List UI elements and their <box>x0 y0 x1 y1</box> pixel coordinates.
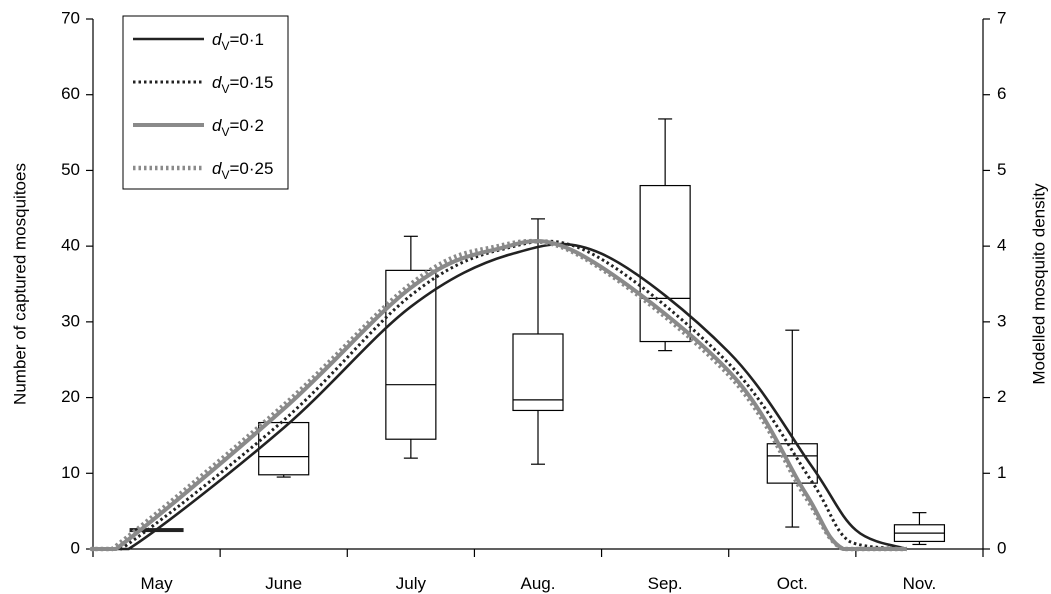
left-y-tick-label: 60 <box>61 84 80 103</box>
box-plot <box>512 218 564 465</box>
legend-label: dV=0·2 <box>212 116 264 139</box>
right-y-tick-label: 3 <box>997 311 1006 330</box>
series-line <box>89 239 907 552</box>
right-y-tick-label: 7 <box>997 8 1006 27</box>
right-y-tick-label: 6 <box>997 84 1006 103</box>
x-tick-label: Nov. <box>903 574 937 593</box>
box-iqr <box>639 184 691 343</box>
legend-label: dV=0·1 <box>212 30 264 53</box>
legend: dV=0·1 dV=0·15 dV=0·2 dV=0·25 <box>122 15 289 190</box>
legend-item: dV=0·2 <box>133 116 264 139</box>
right-y-tick-label: 0 <box>997 538 1006 557</box>
box-plot <box>385 235 437 459</box>
legend-item: dV=0·15 <box>133 73 273 96</box>
legend-label: dV=0·25 <box>212 159 273 182</box>
right-y-tick-label: 5 <box>997 160 1006 179</box>
legend-item: dV=0·25 <box>133 159 273 182</box>
y-axis-title-right: Modelled mosquito density <box>1029 183 1048 385</box>
y-axis-title-left: Number of captured mosquitoes <box>10 163 29 405</box>
left-y-tick-label: 70 <box>61 8 80 27</box>
series-line <box>91 238 907 551</box>
right-y-tick-label: 1 <box>997 463 1006 482</box>
left-y-tick-label: 40 <box>61 236 80 255</box>
right-y-tick-label: 2 <box>997 387 1006 406</box>
x-tick-label: July <box>396 574 427 593</box>
box-plot <box>893 512 946 546</box>
box-plot <box>258 421 310 478</box>
x-tick-label: May <box>141 574 174 593</box>
left-y-tick-label: 0 <box>71 538 80 557</box>
left-y-tick-label: 10 <box>61 463 80 482</box>
x-tick-label: June <box>265 574 302 593</box>
left-y-tick-label: 50 <box>61 160 80 179</box>
legend-item: dV=0·1 <box>133 30 264 53</box>
legend-label: dV=0·15 <box>212 73 273 96</box>
plot-area: 0 10 20 30 40 50 60 70 0 1 2 3 4 5 6 7 May June July Aug.… <box>61 8 1006 593</box>
series-line <box>93 242 908 551</box>
right-y-tick-label: 4 <box>997 236 1006 255</box>
x-tick-label: Oct. <box>777 574 808 593</box>
model-lines <box>89 238 908 552</box>
legend-items: dV=0·1 dV=0·15 dV=0·2 dV=0·25 <box>133 30 273 182</box>
left-y-tick-label: 30 <box>61 311 80 330</box>
right-y-ticks: 0 1 2 3 4 5 6 7 <box>983 8 1006 557</box>
series-line <box>93 239 907 551</box>
x-tick-label: Sep. <box>648 574 683 593</box>
x-ticks: May June July Aug. Sep. Oct. Nov. <box>92 549 984 593</box>
box-iqr <box>512 333 564 412</box>
legend-box <box>122 15 289 190</box>
left-y-tick-label: 20 <box>61 387 80 406</box>
x-tick-label: Aug. <box>521 574 556 593</box>
left-y-ticks: 0 10 20 30 40 50 60 70 <box>61 8 93 557</box>
box-iqr <box>385 269 437 440</box>
box-iqr <box>258 421 310 476</box>
